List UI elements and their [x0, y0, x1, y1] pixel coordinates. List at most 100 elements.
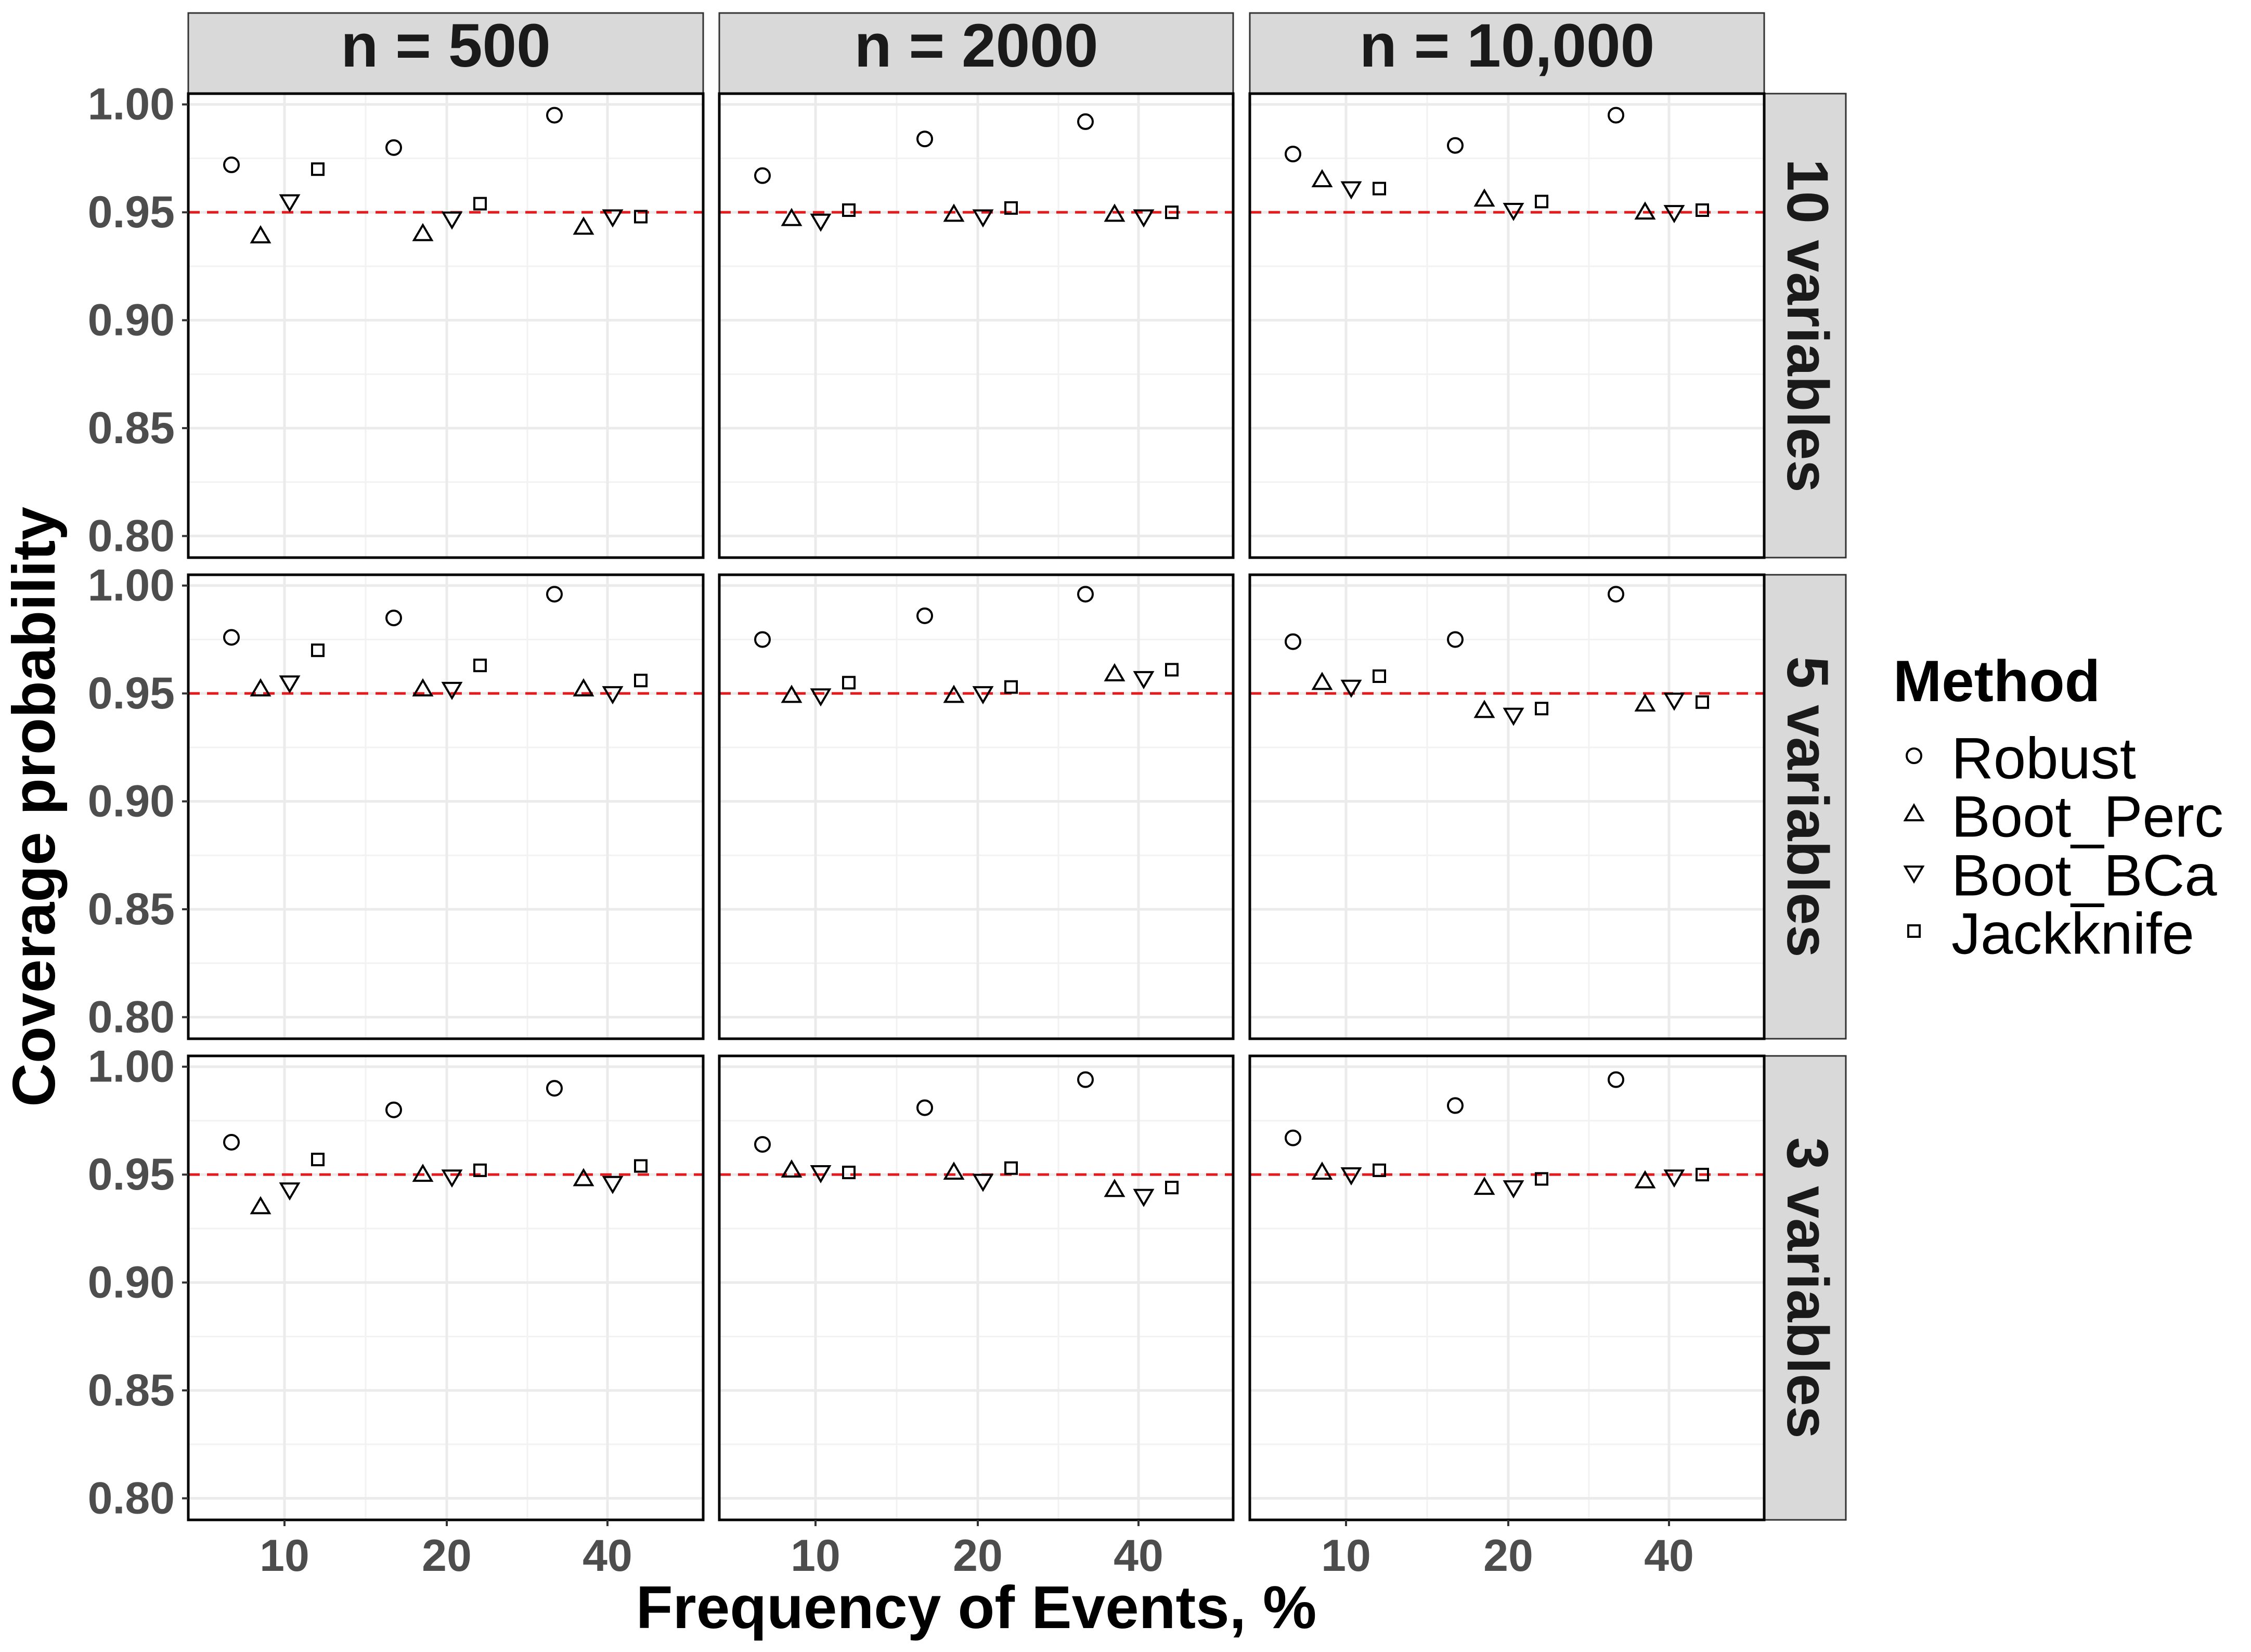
points-2-2: [1285, 1071, 1709, 1199]
row-strip-0: [1763, 93, 1847, 559]
point-boot-bca-x20: [972, 1173, 994, 1192]
point-boot-perc-x20: [1473, 188, 1495, 207]
point-boot-bca-x40: [1133, 1189, 1155, 1207]
point-robust-x40: [1608, 107, 1624, 124]
point-boot-perc-x10: [250, 225, 271, 243]
point-jackknife-x40: [1696, 695, 1709, 709]
point-jackknife-x40: [1165, 205, 1179, 220]
point-boot-perc-x40: [1104, 1179, 1126, 1197]
point-jackknife-x20: [473, 659, 487, 673]
legend-title: Method: [1893, 649, 2100, 714]
point-robust-x10: [754, 631, 771, 648]
point-boot-bca-x10: [810, 1165, 832, 1183]
point-jackknife-x10: [311, 162, 325, 176]
point-boot-bca-x40: [602, 686, 624, 705]
point-robust-x10: [1285, 146, 1301, 163]
point-boot-perc-x40: [1104, 203, 1126, 222]
point-jackknife-x20: [473, 1163, 487, 1177]
point-boot-perc-x20: [943, 1161, 965, 1180]
legend-label: Boot_Perc: [1951, 784, 2223, 849]
point-boot-perc-x40: [573, 678, 594, 696]
point-jackknife-x10: [1373, 669, 1386, 683]
point-boot-bca-x10: [1340, 1167, 1362, 1186]
point-boot-perc-x40: [1634, 201, 1656, 220]
point-robust-x20: [1447, 631, 1464, 648]
point-boot-perc-x20: [943, 203, 965, 222]
panel-border: [718, 1054, 1235, 1521]
point-boot-perc-x40: [1634, 1170, 1656, 1189]
point-robust-x40: [1608, 1071, 1624, 1088]
x-tick-label: 40: [583, 1531, 632, 1581]
point-jackknife-x20: [1004, 201, 1018, 215]
point-jackknife-x40: [1696, 1168, 1709, 1182]
y-tick-label: 0.85: [88, 884, 175, 934]
column-strip-1: [718, 12, 1234, 95]
point-robust-x20: [1447, 1097, 1464, 1114]
row-strip-2: [1763, 1055, 1847, 1521]
point-jackknife-x40: [634, 210, 648, 224]
panel-2-0: [187, 1054, 705, 1521]
y-tick-label: 0.95: [88, 1150, 175, 1199]
point-boot-bca-x40: [1133, 671, 1155, 690]
point-boot-perc-x10: [1311, 1161, 1333, 1180]
point-boot-perc-x10: [1311, 169, 1333, 187]
point-boot-bca-x10: [810, 213, 832, 232]
panel-background: [719, 575, 1233, 1039]
point-boot-bca-x10: [1340, 679, 1362, 698]
point-boot-perc-x20: [412, 678, 434, 696]
legend-item-boot-bca: Boot_BCa: [1903, 843, 2217, 908]
points-0-2: [1285, 107, 1709, 224]
point-boot-perc-x20: [412, 1164, 434, 1182]
point-boot-bca-x10: [279, 194, 301, 213]
legend-item-robust: Robust: [1906, 726, 2136, 791]
point-robust-x10: [1285, 1129, 1301, 1146]
point-jackknife-x20: [473, 197, 487, 211]
panel-border: [187, 92, 705, 559]
point-boot-bca-x40: [602, 209, 624, 228]
column-strip-2: [1249, 12, 1765, 95]
point-boot-perc-x20: [1473, 1177, 1495, 1195]
point-robust-x40: [1077, 113, 1094, 130]
point-boot-bca-x10: [279, 1182, 301, 1201]
row-strip-label-1: 5 variables: [1775, 656, 1840, 957]
point-jackknife-x20: [1004, 1161, 1018, 1175]
point-boot-bca-x20: [441, 1169, 463, 1188]
panel-0-2: [1248, 92, 1766, 559]
point-robust-x20: [385, 139, 402, 156]
point-robust-x20: [385, 1101, 402, 1118]
point-boot-bca-x20: [972, 686, 994, 705]
point-robust-x20: [916, 607, 933, 624]
points-1-2: [1285, 586, 1709, 726]
column-strip-label-1: n = 2000: [854, 11, 1098, 80]
legend-key-triangle-up: [1903, 803, 1925, 821]
point-jackknife-x40: [1165, 663, 1179, 677]
y-tick-label: 0.90: [88, 777, 175, 827]
panel-border: [718, 92, 1235, 559]
point-jackknife-x20: [1535, 702, 1548, 716]
point-robust-x10: [223, 156, 240, 173]
y-tick-label: 1.00: [88, 80, 175, 130]
panel-background: [719, 1056, 1233, 1520]
point-jackknife-x10: [842, 203, 856, 217]
point-jackknife-x40: [1165, 1181, 1179, 1195]
panel-1-2: [1248, 573, 1766, 1040]
point-boot-perc-x40: [1634, 693, 1656, 712]
point-robust-x10: [754, 167, 771, 184]
column-strip-0: [187, 12, 704, 95]
panel-border: [1248, 573, 1766, 1040]
x-axis-title: Frequency of Events, %: [636, 1573, 1317, 1641]
point-boot-perc-x10: [781, 685, 803, 703]
point-jackknife-x10: [1373, 182, 1386, 196]
row-strip-1: [1763, 574, 1847, 1040]
point-robust-x40: [546, 586, 563, 603]
y-tick-label: 0.80: [88, 511, 175, 561]
legend-label: Jackknife: [1951, 901, 2194, 966]
panel-border: [1248, 92, 1766, 559]
point-jackknife-x40: [634, 1159, 648, 1173]
point-robust-x20: [1447, 137, 1464, 154]
point-boot-bca-x40: [1663, 692, 1685, 711]
y-tick-label: 0.80: [88, 992, 175, 1042]
point-robust-x40: [1608, 586, 1624, 603]
point-boot-perc-x10: [1311, 672, 1333, 690]
